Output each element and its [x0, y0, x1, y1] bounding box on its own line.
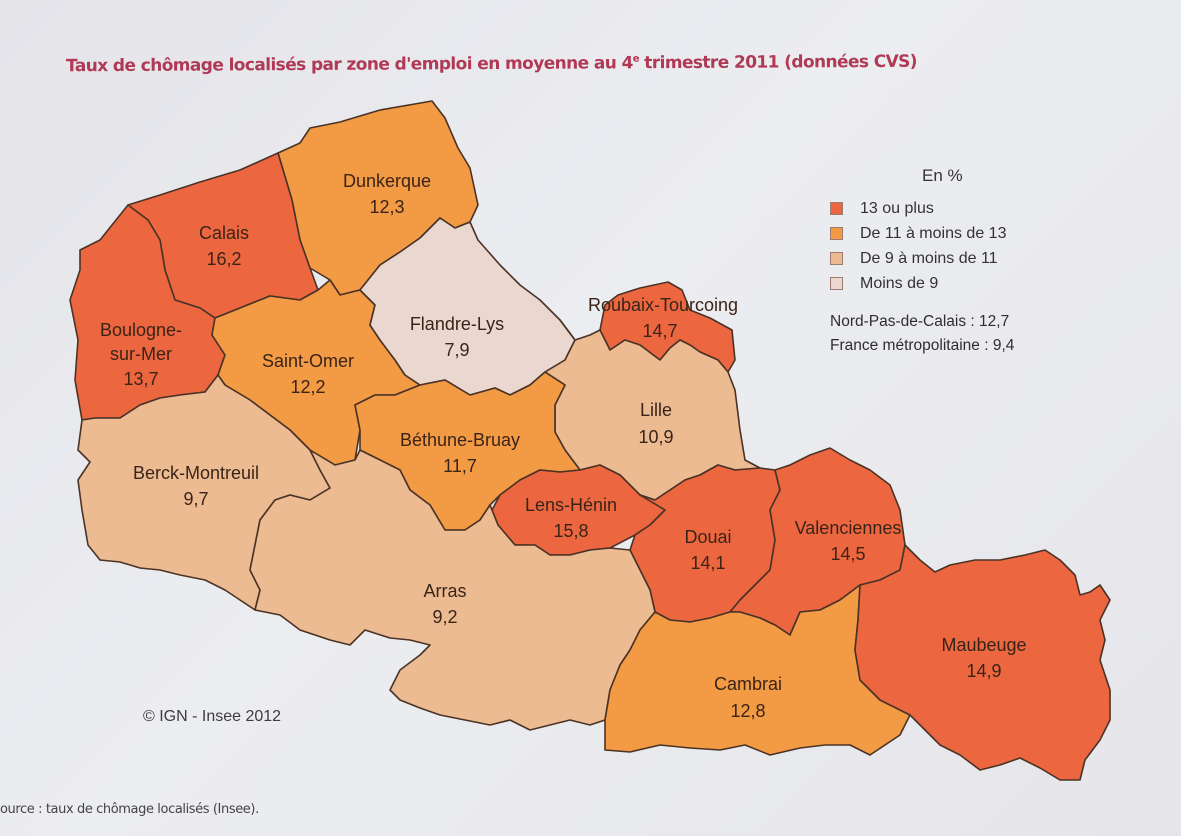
- value-lens-henin: 15,8: [553, 521, 588, 541]
- label-boulogne-2: sur-Mer: [110, 344, 172, 364]
- value-boulogne: 13,7: [123, 369, 158, 389]
- zone-labels: Dunkerque 12,3 Calais 16,2 Boulogne- sur…: [100, 171, 1027, 721]
- legend-item-11-13: De 11 à moins de 13: [830, 221, 1014, 246]
- label-lille: Lille: [640, 400, 672, 420]
- legend-item-below-9: Moins de 9: [830, 271, 1014, 296]
- legend-label: De 11 à moins de 13: [860, 224, 1007, 242]
- value-berck-montreuil: 9,7: [183, 489, 208, 509]
- value-flandre-lys: 7,9: [444, 340, 469, 360]
- legend-swatch-13-plus: [830, 202, 843, 215]
- value-cambrai: 12,8: [730, 701, 765, 721]
- label-calais: Calais: [199, 223, 249, 243]
- zone-maubeuge[interactable]: [854, 544, 1111, 781]
- value-lille: 10,9: [638, 427, 673, 447]
- label-valenciennes: Valenciennes: [795, 518, 902, 538]
- label-saint-omer: Saint-Omer: [262, 351, 354, 371]
- label-cambrai: Cambrai: [714, 674, 782, 694]
- value-saint-omer: 12,2: [290, 377, 325, 397]
- value-arras: 9,2: [432, 607, 457, 627]
- label-dunkerque: Dunkerque: [343, 171, 431, 191]
- value-calais: 16,2: [206, 249, 241, 269]
- label-boulogne: Boulogne-: [100, 320, 182, 340]
- value-roubaix-tourcoing: 14,7: [642, 321, 677, 341]
- value-douai: 14,1: [690, 553, 725, 573]
- legend-swatch-11-13: [830, 227, 843, 240]
- value-valenciennes: 14,5: [830, 544, 865, 564]
- legend-label: 13 ou plus: [860, 199, 934, 217]
- label-lens-henin: Lens-Hénin: [525, 495, 617, 515]
- legend: En % 13 ou plus De 11 à moins de 13 De 9…: [830, 166, 1014, 358]
- label-maubeuge: Maubeuge: [941, 635, 1026, 655]
- legend-item-13-plus: 13 ou plus: [830, 196, 1014, 221]
- legend-swatch-9-11: [830, 252, 843, 265]
- legend-item-9-11: De 9 à moins de 11: [830, 246, 1014, 271]
- legend-label: Moins de 9: [860, 274, 939, 292]
- legend-label: De 9 à moins de 11: [860, 249, 998, 267]
- reference-stats: Nord-Pas-de-Calais : 12,7 France métropo…: [830, 310, 1014, 358]
- value-maubeuge: 14,9: [966, 661, 1001, 681]
- value-bethune-bruay: 11,7: [443, 456, 477, 476]
- stat-nord-pas-de-calais: Nord-Pas-de-Calais : 12,7: [830, 313, 1010, 330]
- value-dunkerque: 12,3: [369, 197, 404, 217]
- legend-swatch-below-9: [830, 277, 843, 290]
- label-douai: Douai: [684, 527, 731, 547]
- label-flandre-lys: Flandre-Lys: [410, 314, 504, 334]
- zone-cambrai[interactable]: [604, 584, 911, 756]
- label-berck-montreuil: Berck-Montreuil: [133, 463, 259, 483]
- label-arras: Arras: [423, 581, 466, 601]
- copyright-credit: © IGN - Insee 2012: [143, 708, 282, 725]
- stat-france-metropolitaine: France métropolitaine : 9,4: [830, 337, 1015, 354]
- legend-title: En %: [922, 166, 963, 185]
- label-roubaix-tourcoing: Roubaix-Tourcoing: [588, 295, 738, 315]
- label-bethune-bruay: Béthune-Bruay: [400, 430, 520, 450]
- source-note: ource : taux de chômage localisés (Insee…: [0, 802, 259, 817]
